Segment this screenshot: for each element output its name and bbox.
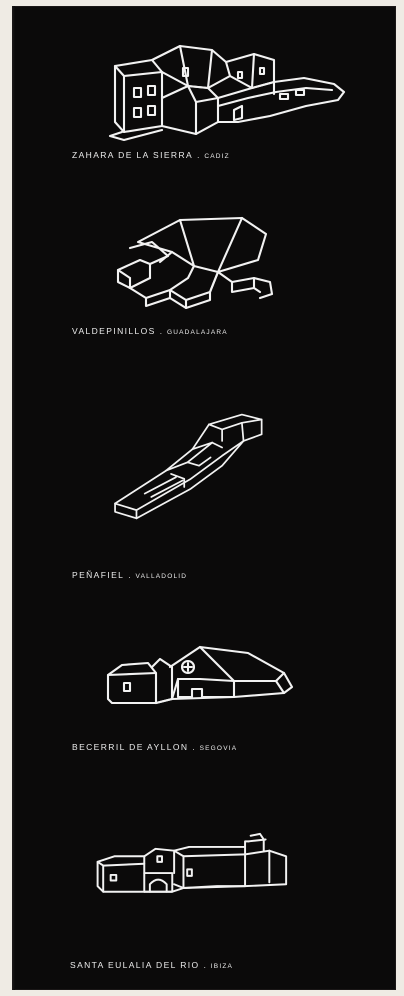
- place-name: ZAHARA DE LA SIERRA: [72, 150, 194, 160]
- place-name: BECERRIL DE AYLLON: [72, 742, 189, 752]
- place-name: VALDEPINILLOS: [72, 326, 156, 336]
- valdepinillos-house-drawing: [116, 216, 274, 310]
- santa-eulalia-house-drawing: [96, 832, 288, 893]
- province-name: IBIZA: [210, 963, 234, 970]
- caption-separator: .: [128, 571, 132, 580]
- caption-santa-eulalia: SANTA EULALIA DEL RIO. IBIZA: [70, 960, 233, 972]
- sketch-santa-eulalia: SANTA EULALIA DEL RIO. IBIZA: [12, 832, 396, 982]
- place-name: SANTA EULALIA DEL RIO: [70, 960, 200, 970]
- caption-becerril: BECERRIL DE AYLLON. SEGOVIA: [72, 742, 237, 754]
- province-name: VALLADOLID: [135, 573, 188, 580]
- caption-separator: .: [203, 961, 207, 970]
- sketch-becerril: BECERRIL DE AYLLON. SEGOVIA: [12, 632, 396, 762]
- province-name: CADIZ: [204, 153, 230, 160]
- place-name: PEÑAFIEL: [72, 570, 125, 580]
- sketch-penafiel: PEÑAFIEL. VALLADOLID: [12, 408, 396, 580]
- board-edge: [12, 6, 15, 990]
- caption-penafiel: PEÑAFIEL. VALLADOLID: [72, 570, 187, 582]
- sketch-valdepinillos: VALDEPINILLOS. GUADALAJARA: [12, 212, 396, 372]
- caption-separator: .: [192, 743, 196, 752]
- caption-valdepinillos: VALDEPINILLOS. GUADALAJARA: [72, 326, 228, 338]
- caption-separator: .: [197, 151, 201, 160]
- becerril-house-drawing: [106, 645, 294, 705]
- drawing-board: ZAHARA DE LA SIERRA. CADIZ: [12, 6, 396, 990]
- sketch-zahara: ZAHARA DE LA SIERRA. CADIZ: [12, 36, 396, 176]
- penafiel-house-drawing: [114, 413, 263, 520]
- province-name: GUADALAJARA: [166, 329, 228, 336]
- zahara-house-drawing: [108, 44, 346, 142]
- province-name: SEGOVIA: [199, 745, 238, 752]
- caption-separator: .: [159, 327, 163, 336]
- caption-zahara: ZAHARA DE LA SIERRA. CADIZ: [72, 150, 230, 162]
